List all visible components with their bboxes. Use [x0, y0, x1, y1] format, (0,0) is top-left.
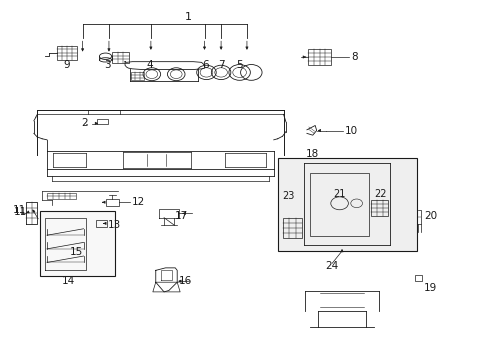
Text: 14: 14: [61, 276, 75, 286]
Text: 4: 4: [146, 59, 152, 69]
Bar: [310, 173, 368, 235]
Text: 8: 8: [350, 52, 357, 62]
Bar: [112, 52, 129, 63]
Bar: [414, 275, 422, 281]
Text: 6: 6: [202, 59, 208, 69]
Text: 1: 1: [184, 12, 191, 22]
Text: 5: 5: [236, 59, 243, 69]
Text: 19: 19: [423, 283, 436, 293]
Text: 2: 2: [81, 118, 87, 128]
Text: 13: 13: [108, 220, 121, 230]
Text: 20: 20: [423, 211, 436, 221]
Bar: [96, 220, 106, 226]
Bar: [277, 158, 416, 251]
Bar: [57, 46, 77, 59]
Text: 17: 17: [175, 211, 188, 221]
Text: 16: 16: [178, 276, 191, 286]
Text: 22: 22: [373, 189, 386, 199]
Bar: [282, 219, 302, 238]
Text: 11: 11: [13, 206, 26, 216]
Text: 24: 24: [325, 261, 338, 271]
Text: 3: 3: [103, 59, 110, 69]
Bar: [131, 72, 143, 80]
Text: 15: 15: [69, 247, 83, 257]
Text: 12: 12: [131, 197, 144, 207]
Bar: [370, 200, 387, 216]
Text: 11: 11: [14, 207, 27, 217]
Text: 10: 10: [344, 126, 357, 135]
Bar: [40, 211, 115, 276]
Text: 9: 9: [63, 59, 70, 69]
Text: 7: 7: [217, 59, 224, 69]
Bar: [307, 49, 330, 64]
Bar: [47, 193, 76, 199]
Text: 23: 23: [282, 191, 294, 201]
Text: 21: 21: [333, 189, 345, 199]
Bar: [97, 119, 108, 125]
Bar: [105, 199, 119, 206]
Text: 18: 18: [305, 149, 318, 159]
